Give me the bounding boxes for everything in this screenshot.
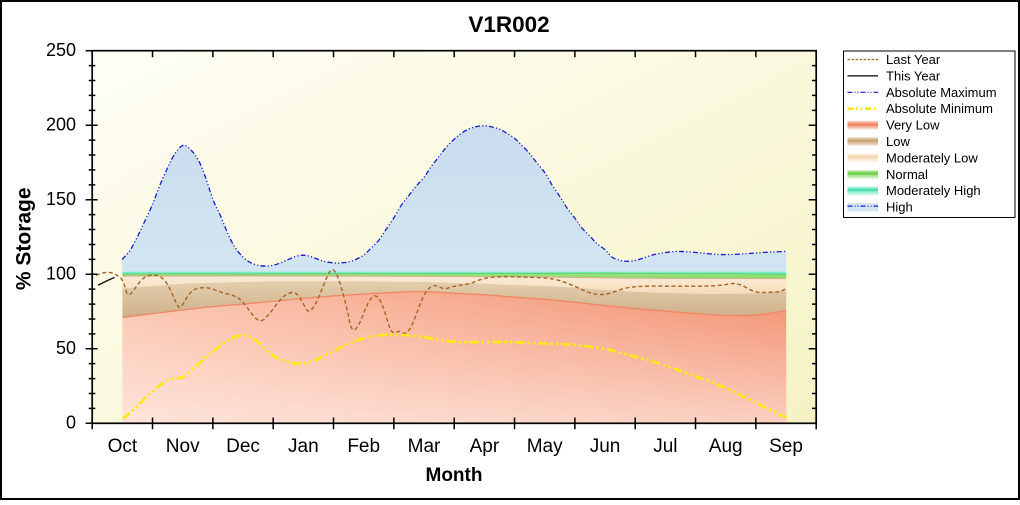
svg-text:Very Low: Very Low <box>886 118 940 133</box>
svg-text:Sep: Sep <box>769 436 803 457</box>
svg-text:200: 200 <box>46 114 76 134</box>
svg-text:May: May <box>527 436 563 457</box>
svg-text:Mar: Mar <box>408 436 441 457</box>
svg-text:This Year: This Year <box>886 68 941 83</box>
svg-text:Aug: Aug <box>709 436 743 457</box>
svg-text:Moderately High: Moderately High <box>886 183 981 198</box>
svg-text:150: 150 <box>46 189 76 209</box>
svg-text:250: 250 <box>46 40 76 60</box>
svg-text:Last Year: Last Year <box>886 52 941 67</box>
svg-text:Absolute Maximum: Absolute Maximum <box>886 85 997 100</box>
svg-text:0: 0 <box>66 413 76 433</box>
svg-text:Absolute Minimum: Absolute Minimum <box>886 101 993 116</box>
svg-text:100: 100 <box>46 263 76 283</box>
svg-text:Oct: Oct <box>108 436 138 457</box>
svg-text:Jan: Jan <box>288 436 319 457</box>
svg-text:% Storage: % Storage <box>13 187 36 290</box>
svg-text:Jun: Jun <box>590 436 621 457</box>
svg-text:Apr: Apr <box>470 436 500 457</box>
svg-text:V1R002: V1R002 <box>468 12 549 37</box>
svg-text:50: 50 <box>56 338 76 358</box>
svg-text:Feb: Feb <box>347 436 380 457</box>
svg-text:High: High <box>886 200 913 215</box>
svg-text:Nov: Nov <box>166 436 200 457</box>
svg-text:Normal: Normal <box>886 167 928 182</box>
svg-text:Month: Month <box>426 465 483 486</box>
svg-text:Dec: Dec <box>226 436 260 457</box>
svg-text:Jul: Jul <box>653 436 677 457</box>
svg-text:Low: Low <box>886 134 910 149</box>
svg-text:Moderately Low: Moderately Low <box>886 150 978 165</box>
